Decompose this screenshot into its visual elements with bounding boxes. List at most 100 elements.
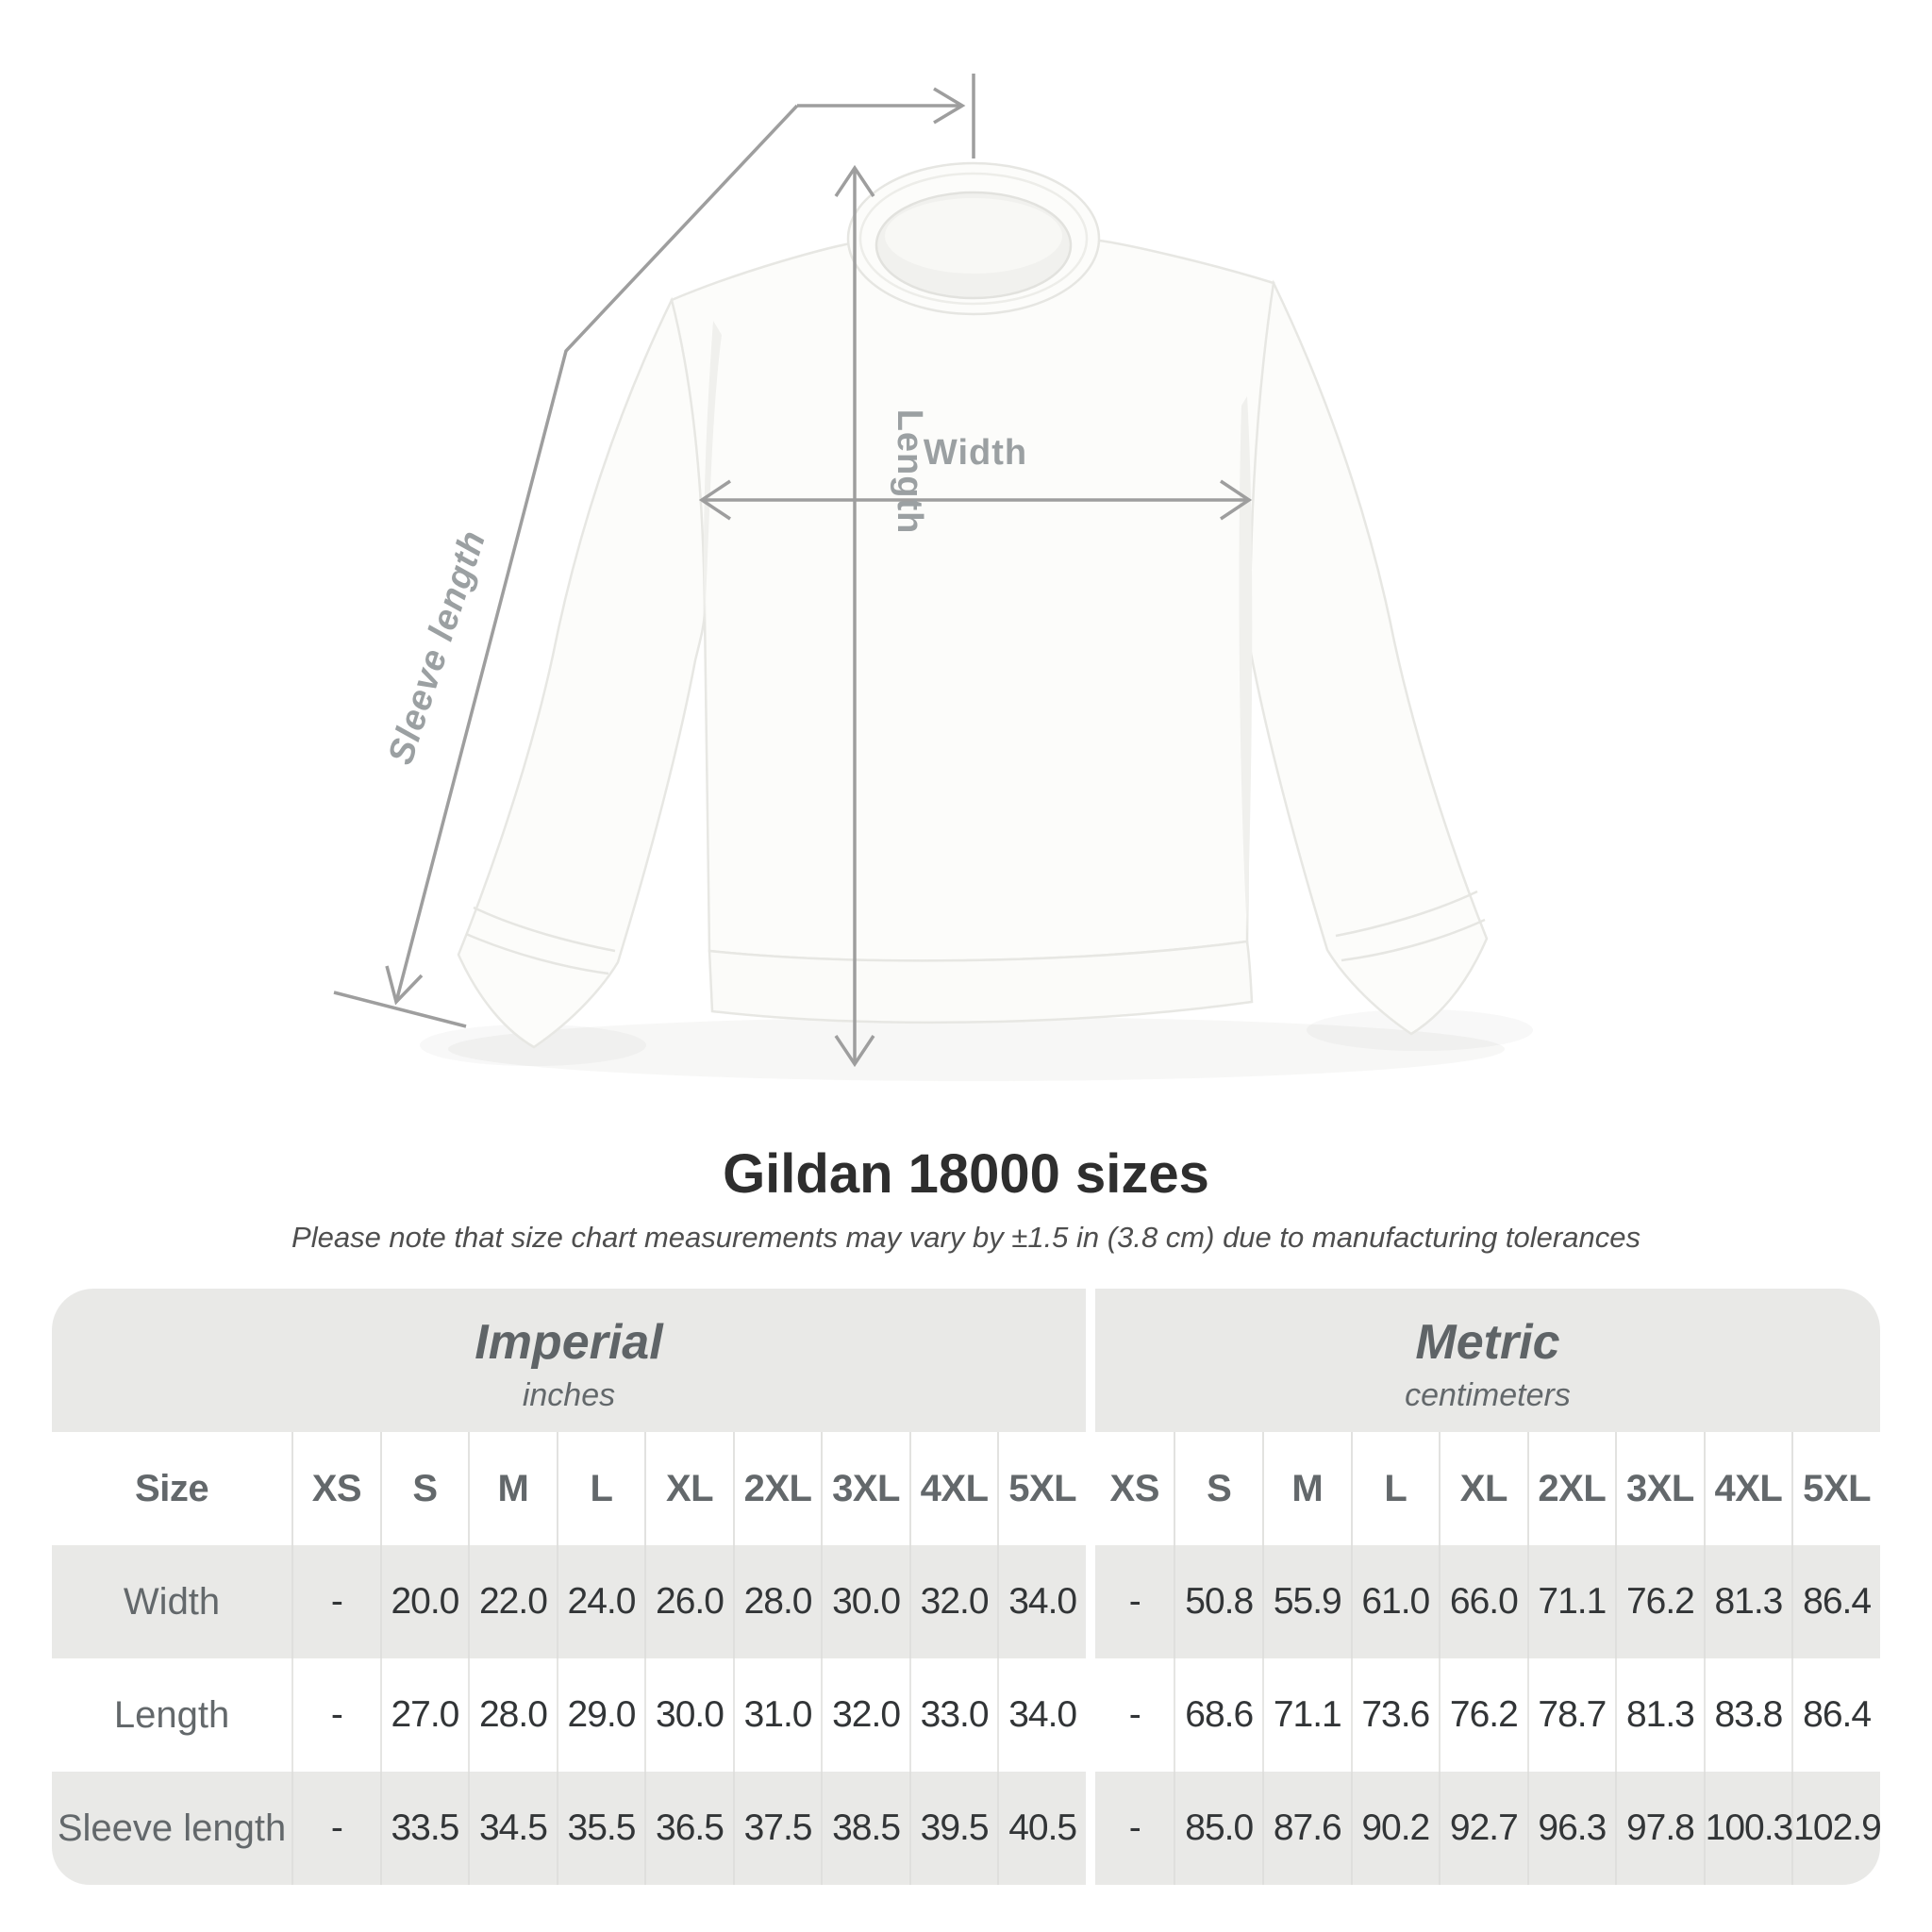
value-cell: 24.0 — [556, 1545, 645, 1658]
size-col-header: 4XL — [908, 1432, 998, 1545]
value-cell: 36.5 — [644, 1772, 733, 1885]
value-cell: - — [291, 1545, 380, 1658]
metric-group-unit: centimeters — [1405, 1377, 1571, 1414]
size-col-header: 2XL — [732, 1432, 822, 1545]
value-cell: 30.0 — [821, 1545, 909, 1658]
value-cell: 90.2 — [1350, 1772, 1440, 1885]
value-cell: 40.5 — [997, 1772, 1086, 1885]
value-cell: 81.3 — [1703, 1545, 1792, 1658]
value-cell: 68.6 — [1174, 1658, 1262, 1772]
value-cell: - — [1085, 1772, 1174, 1885]
value-cell: 97.8 — [1615, 1772, 1704, 1885]
value-cell: 27.0 — [379, 1658, 469, 1772]
value-cell: 28.0 — [732, 1545, 822, 1658]
value-cell: 81.3 — [1615, 1658, 1704, 1772]
value-cell: 76.2 — [1615, 1545, 1704, 1658]
size-col-header: 3XL — [821, 1432, 909, 1545]
value-cell: 86.4 — [1791, 1545, 1880, 1658]
row-label: Sleeve length — [52, 1772, 292, 1885]
value-cell: - — [291, 1772, 380, 1885]
sweatshirt-illustration — [457, 161, 1489, 1049]
size-col-header: XL — [644, 1432, 733, 1545]
waistband — [708, 940, 1254, 1024]
collar — [846, 161, 1101, 316]
size-col-header: S — [1174, 1432, 1262, 1545]
value-cell: - — [1085, 1658, 1174, 1772]
size-col-header: M — [468, 1432, 557, 1545]
size-col-header: 5XL — [1791, 1432, 1880, 1545]
value-cell: 32.0 — [821, 1658, 909, 1772]
cuff-seams — [465, 890, 1486, 975]
length-label: Length — [890, 409, 929, 535]
value-cell: 71.1 — [1526, 1545, 1616, 1658]
value-cell: 78.7 — [1526, 1658, 1616, 1772]
value-cell: 31.0 — [732, 1658, 822, 1772]
value-cell: 96.3 — [1526, 1772, 1616, 1885]
value-cell: 61.0 — [1350, 1545, 1440, 1658]
size-col-header: XS — [1085, 1432, 1174, 1545]
value-cell: 20.0 — [379, 1545, 469, 1658]
value-cell: 100.3 — [1703, 1772, 1793, 1885]
size-col-header: S — [379, 1432, 469, 1545]
value-cell: 30.0 — [644, 1658, 733, 1772]
torso — [670, 239, 1275, 962]
value-cell: 22.0 — [468, 1545, 557, 1658]
measurement-annotations — [333, 74, 1253, 1068]
imperial-group-header: Imperial inches — [52, 1289, 1086, 1432]
value-cell: - — [291, 1658, 380, 1772]
size-col-header: XS — [291, 1432, 380, 1545]
value-cell: 66.0 — [1439, 1545, 1527, 1658]
value-cell: 73.6 — [1350, 1658, 1440, 1772]
value-cell: 55.9 — [1262, 1545, 1351, 1658]
value-cell: 28.0 — [468, 1658, 557, 1772]
length-row: Length - 27.0 28.0 29.0 30.0 31.0 32.0 3… — [52, 1658, 1880, 1772]
value-cell: 71.1 — [1262, 1658, 1351, 1772]
size-col-header: 5XL — [997, 1432, 1086, 1545]
value-cell: 26.0 — [644, 1545, 733, 1658]
value-cell: 50.8 — [1174, 1545, 1262, 1658]
value-cell: 76.2 — [1439, 1658, 1527, 1772]
size-header: Size — [52, 1432, 292, 1545]
value-cell: 38.5 — [821, 1772, 909, 1885]
value-cell: 39.5 — [908, 1772, 998, 1885]
value-cell: 85.0 — [1174, 1772, 1262, 1885]
length-arrow — [834, 164, 875, 1068]
garment-shadow — [420, 1009, 1533, 1081]
value-cell: 87.6 — [1262, 1772, 1351, 1885]
page-title: Gildan 18000 sizes — [723, 1143, 1209, 1205]
value-cell: 29.0 — [556, 1658, 645, 1772]
size-col-header: M — [1262, 1432, 1351, 1545]
value-cell: 92.7 — [1439, 1772, 1527, 1885]
row-label: Width — [52, 1545, 292, 1658]
value-cell: 83.8 — [1703, 1658, 1792, 1772]
size-chart-table: Imperial inches Metric centimeters Size … — [52, 1289, 1882, 1885]
width-label: Width — [924, 433, 1027, 473]
row-label: Length — [52, 1658, 292, 1772]
value-cell: 35.5 — [556, 1772, 645, 1885]
sleeve-length-label: Sleeve length — [381, 525, 494, 769]
size-col-header: 3XL — [1615, 1432, 1704, 1545]
tolerance-note: Please note that size chart measurements… — [291, 1221, 1641, 1254]
sleeve-length-arrow — [333, 74, 975, 1028]
metric-group-label: Metric — [1415, 1314, 1560, 1370]
size-header-row: Size XS S M L XL 2XL 3XL 4XL 5XL XS S M … — [52, 1432, 1880, 1545]
value-cell: 34.0 — [997, 1658, 1086, 1772]
size-col-header: 2XL — [1526, 1432, 1616, 1545]
value-cell: 32.0 — [908, 1545, 998, 1658]
size-col-header: L — [1350, 1432, 1440, 1545]
value-cell: 102.9 — [1791, 1772, 1882, 1885]
value-cell: 86.4 — [1791, 1658, 1880, 1772]
value-cell: - — [1085, 1545, 1174, 1658]
sleeve-length-row: Sleeve length - 33.5 34.5 35.5 36.5 37.5… — [52, 1772, 1882, 1885]
size-col-header: 4XL — [1703, 1432, 1792, 1545]
sweatshirt-measurement-diagram: Length Width Sleeve length — [333, 74, 1533, 1081]
value-cell: 37.5 — [732, 1772, 822, 1885]
size-col-header: XL — [1439, 1432, 1527, 1545]
width-row: Width - 20.0 22.0 24.0 26.0 28.0 30.0 32… — [52, 1545, 1880, 1658]
value-cell: 33.0 — [908, 1658, 998, 1772]
unit-group-row: Imperial inches Metric centimeters — [52, 1289, 1880, 1432]
value-cell: 34.0 — [997, 1545, 1086, 1658]
size-col-header: L — [556, 1432, 645, 1545]
metric-group-header: Metric centimeters — [1085, 1289, 1880, 1432]
